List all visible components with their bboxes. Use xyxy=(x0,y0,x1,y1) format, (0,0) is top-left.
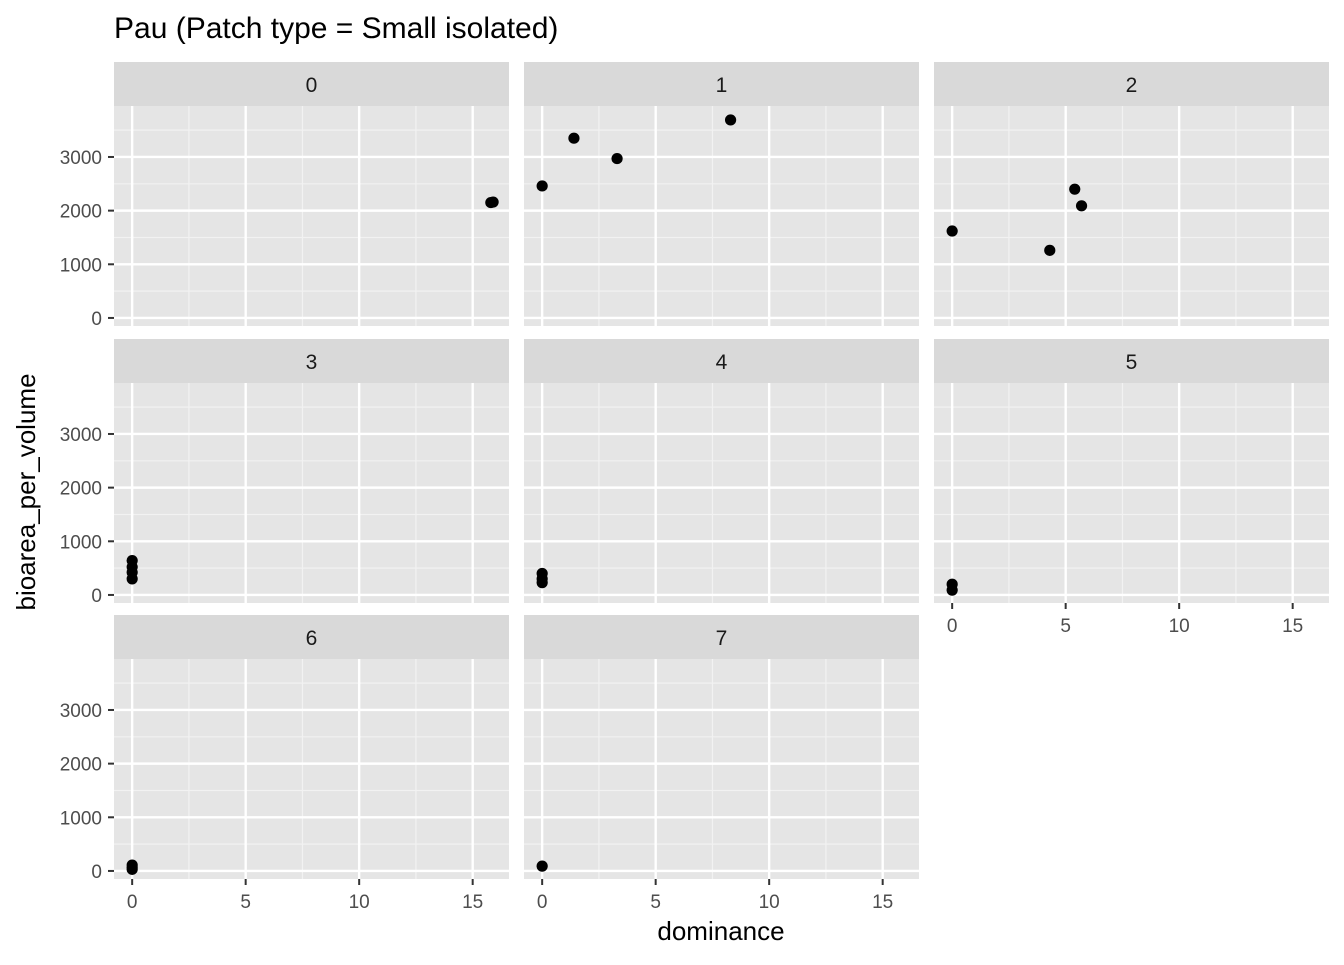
x-tick-label: 15 xyxy=(1282,616,1303,637)
facet-panel-2: 2 xyxy=(934,62,1329,326)
data-point xyxy=(611,152,623,165)
facet-strip xyxy=(934,339,1329,383)
facet-panel-3: 3 0 1000 2000 3000 xyxy=(60,339,509,607)
x-tick-label: 0 xyxy=(537,892,548,913)
y-axis-title: bioarea_per_volume xyxy=(11,373,41,610)
facet-strip-label: 7 xyxy=(716,627,728,650)
y-tick-label: 1000 xyxy=(60,532,102,553)
data-point xyxy=(946,225,958,237)
data-point xyxy=(568,132,580,144)
facet-strip xyxy=(524,615,919,659)
data-point xyxy=(536,567,548,580)
x-tick-label: 10 xyxy=(1169,616,1190,637)
plot-panel xyxy=(524,106,919,326)
x-tick-label: 5 xyxy=(240,892,251,913)
data-point xyxy=(487,196,499,208)
data-point xyxy=(536,860,548,872)
facet-strip xyxy=(524,62,919,106)
facet-strip-label: 5 xyxy=(1126,351,1138,374)
y-tick-label: 1000 xyxy=(60,808,102,829)
plot-panel xyxy=(114,383,509,603)
data-point xyxy=(126,859,138,871)
data-point xyxy=(1069,183,1081,195)
x-axis-title: dominance xyxy=(657,916,784,946)
facet-strip-label: 6 xyxy=(306,627,318,650)
plot-panel xyxy=(934,383,1329,603)
plot-panel xyxy=(524,659,919,879)
plot-panel xyxy=(934,106,1329,326)
facet-panel-7: 7 0 5 10 15 xyxy=(524,615,919,913)
plot-panel xyxy=(524,383,919,603)
x-tick-label: 15 xyxy=(462,892,483,913)
chart-title: Pau (Patch type = Small isolated) xyxy=(114,12,558,45)
data-point xyxy=(126,555,138,567)
plot-panel xyxy=(114,106,509,326)
facet-strip xyxy=(114,615,509,659)
data-point xyxy=(1075,200,1088,212)
data-point xyxy=(724,114,737,126)
y-tick-label: 0 xyxy=(91,862,102,883)
y-tick-label: 3000 xyxy=(60,425,102,446)
x-tick-label: 5 xyxy=(650,892,661,913)
facet-strip xyxy=(934,62,1329,106)
facet-panel-0: 0 0 1000 2000 3000 xyxy=(60,62,509,330)
data-point xyxy=(536,180,548,192)
x-tick-label: 5 xyxy=(1060,616,1071,637)
facet-strip xyxy=(114,62,509,106)
x-tick-label: 10 xyxy=(759,892,780,913)
y-tick-label: 0 xyxy=(91,586,102,607)
y-tick-label: 1000 xyxy=(60,255,102,276)
facet-strip-label: 3 xyxy=(306,351,318,374)
facet-strip-label: 2 xyxy=(1126,74,1138,97)
facet-strip-label: 4 xyxy=(716,351,728,374)
data-point xyxy=(1044,244,1056,256)
y-tick-label: 0 xyxy=(91,309,102,330)
facet-panel-5: 5 0 5 10 15 xyxy=(934,339,1329,637)
y-tick-label: 2000 xyxy=(60,479,102,500)
x-tick-label: 0 xyxy=(127,892,138,913)
facet-strip-label: 1 xyxy=(716,74,728,97)
facet-strip xyxy=(114,339,509,383)
data-point xyxy=(946,578,958,590)
x-tick-label: 15 xyxy=(872,892,893,913)
facet-panel-4: 4 xyxy=(524,339,919,603)
facet-panel-1: 1 xyxy=(524,62,919,326)
x-tick-label: 10 xyxy=(349,892,370,913)
y-tick-label: 2000 xyxy=(60,202,102,223)
plot-panel xyxy=(114,659,509,879)
y-tick-label: 2000 xyxy=(60,755,102,776)
x-tick-label: 0 xyxy=(947,616,958,637)
facet-strip-label: 0 xyxy=(306,74,318,97)
y-tick-label: 3000 xyxy=(60,701,102,722)
facet-panel-6: 6 0 1000 2000 3000 0 5 10 15 xyxy=(60,615,509,913)
y-tick-label: 3000 xyxy=(60,148,102,169)
facet-strip xyxy=(524,339,919,383)
